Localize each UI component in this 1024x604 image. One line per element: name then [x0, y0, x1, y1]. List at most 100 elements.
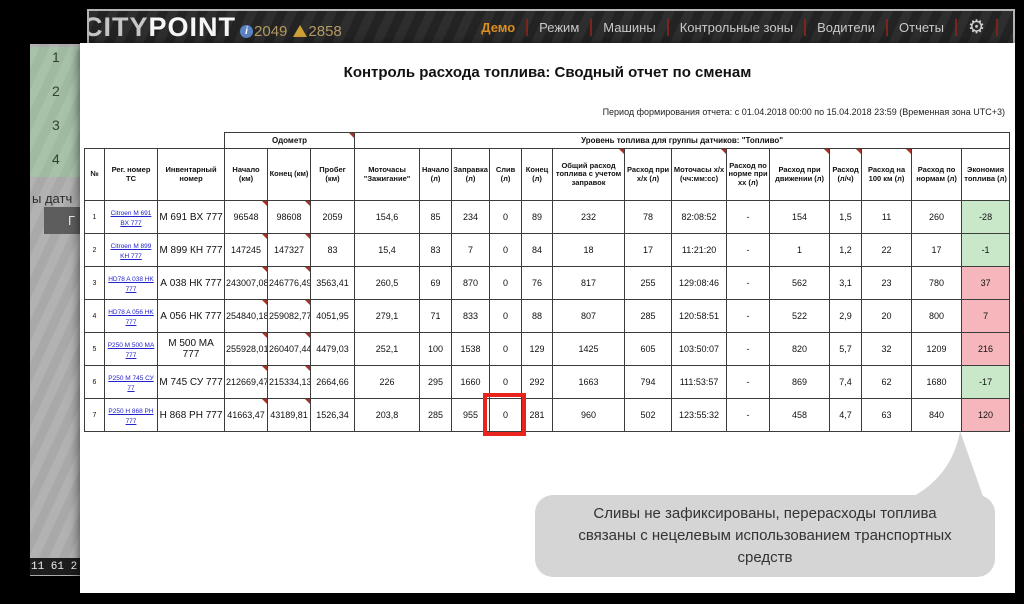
- table-cell: 0: [489, 398, 523, 432]
- column-header: Начало (л): [419, 148, 453, 201]
- table-cell: -: [726, 365, 771, 399]
- table-cell: 7,4: [829, 365, 863, 399]
- menu-separator: [804, 18, 807, 36]
- group-header-empty: [84, 132, 225, 149]
- table-cell: 96548: [224, 200, 269, 234]
- table-cell: 7: [451, 233, 491, 267]
- table-cell: 295: [419, 365, 453, 399]
- table-cell: HD78 A 038 HK 777: [104, 266, 158, 300]
- table-cell: 32: [861, 332, 913, 366]
- callout-tail: [908, 431, 984, 499]
- table-cell: 154: [769, 200, 831, 234]
- table-cell: 2664,66: [310, 365, 356, 399]
- menu-item-5[interactable]: Отчеты: [899, 19, 944, 35]
- table-cell: P250 H 868 PH 777: [104, 398, 158, 432]
- table-cell: 1: [84, 200, 105, 234]
- column-header: Пробег (км): [310, 148, 356, 201]
- table-cell: 281: [521, 398, 554, 432]
- menu-item-0[interactable]: Демо: [481, 19, 516, 35]
- logo-city: CITY: [87, 11, 149, 42]
- zone-number: 3: [52, 117, 60, 133]
- vehicle-link[interactable]: Citroen M 691 BX 777: [110, 210, 152, 227]
- column-header: Моточасы х/х (чч:мм:сс): [671, 148, 728, 201]
- vehicle-link[interactable]: P250 H 868 PH 777: [108, 408, 154, 425]
- table-cell: 6: [84, 365, 105, 399]
- info-counter[interactable]: i 2049: [240, 23, 287, 40]
- table-cell: 5: [84, 332, 105, 366]
- table-cell: 458: [769, 398, 831, 432]
- table-cell: 502: [624, 398, 673, 432]
- table-cell: 285: [419, 398, 453, 432]
- table-cell: 17: [911, 233, 963, 267]
- table-cell: 0: [489, 332, 523, 366]
- table-cell: 43189,81: [267, 398, 312, 432]
- table-cell: 62: [861, 365, 913, 399]
- table-cell: Н 868 РН 777: [156, 398, 226, 432]
- zone-number: 1: [52, 49, 60, 65]
- table-cell: 1538: [451, 332, 491, 366]
- sidebar-button-fragment[interactable]: Г: [44, 207, 80, 234]
- table-cell: 1680: [911, 365, 963, 399]
- table-cell: 605: [624, 332, 673, 366]
- background-sidebar: 1 2 3 4 ы датч Г 11 61 2: [30, 44, 81, 576]
- menu-item-4[interactable]: Водители: [817, 19, 876, 35]
- menu-item-1[interactable]: Режим: [539, 19, 580, 35]
- column-header: Слив (л): [489, 148, 523, 201]
- table-cell: 4479,03: [310, 332, 356, 366]
- column-header: Инвентарный номер: [156, 148, 226, 201]
- menu-item-3[interactable]: Контрольные зоны: [679, 19, 794, 35]
- table-cell: 88: [521, 299, 554, 333]
- gear-icon[interactable]: ⚙: [967, 16, 985, 38]
- column-header: Расход по нормам (л): [911, 148, 963, 201]
- vehicle-link[interactable]: P250 M 745 СУ 77: [108, 375, 154, 392]
- table-cell: 285: [624, 299, 673, 333]
- menu-item-2[interactable]: Машины: [603, 19, 656, 35]
- table-cell: 129:08:46: [671, 266, 728, 300]
- logo-point: POINT: [148, 11, 237, 42]
- table-cell: 5,7: [829, 332, 863, 366]
- table-cell: HD78 A 056 HK 777: [104, 299, 158, 333]
- table-cell: 260407,44: [267, 332, 312, 366]
- table-cell: 89: [521, 200, 554, 234]
- vehicle-link[interactable]: P250 M 500 MA 777: [107, 342, 155, 359]
- table-cell: P250 M 745 СУ 77: [104, 365, 158, 399]
- table-cell: 103:50:07: [671, 332, 728, 366]
- column-header: Расход при х/х (л): [624, 148, 673, 201]
- warning-counter[interactable]: 2858: [287, 23, 342, 40]
- table-cell: P250 M 500 MA 777: [104, 332, 158, 366]
- table-cell: 111:53:57: [671, 365, 728, 399]
- table-cell: 246776,49: [267, 266, 312, 300]
- table-cell: 0: [489, 266, 523, 300]
- vehicle-link[interactable]: HD78 A 056 HK 777: [108, 309, 154, 326]
- table-cell: 11:21:20: [671, 233, 728, 267]
- vehicle-link[interactable]: Citroen M 899 KH 777: [110, 243, 152, 260]
- table-cell: 234: [451, 200, 491, 234]
- table-cell: 78: [624, 200, 673, 234]
- citypoint-logo: CITY POINT: [87, 11, 237, 43]
- table-cell: 260,5: [354, 266, 421, 300]
- report-panel: Контроль расхода топлива: Сводный отчет …: [80, 43, 1015, 593]
- table-cell: 1,5: [829, 200, 863, 234]
- table-cell: 279,1: [354, 299, 421, 333]
- column-header: Экономия топлива (л): [961, 148, 1011, 201]
- table-cell: M 691 BX 777: [156, 200, 226, 234]
- table-cell: 23: [861, 266, 913, 300]
- table-cell: 232: [552, 200, 626, 234]
- column-header: Моточасы "Зажигание": [354, 148, 421, 201]
- menu-separator: [996, 18, 998, 36]
- table-cell: 82:08:52: [671, 200, 728, 234]
- table-cell: 15,4: [354, 233, 421, 267]
- table-row: 1 Citroen M 691 BX 777 M 691 BX 777 96548 98…: [84, 200, 1011, 234]
- sidebar-footer-fragment: 11 61 2: [30, 558, 81, 575]
- table-cell: 203,8: [354, 398, 421, 432]
- column-header: Начало (км): [224, 148, 269, 201]
- vehicle-link[interactable]: HD78 A 038 HK 777: [108, 276, 154, 293]
- report-period: Период формирования отчета: с 01.04.2018…: [602, 107, 1005, 117]
- table-cell: 3,1: [829, 266, 863, 300]
- zone-number: 2: [52, 83, 60, 99]
- table-cell: 0: [489, 233, 523, 267]
- table-cell: 960: [552, 398, 626, 432]
- table-cell: 154,6: [354, 200, 421, 234]
- column-header: Расход по норме при хх (л): [726, 148, 771, 201]
- table-cell: 85: [419, 200, 453, 234]
